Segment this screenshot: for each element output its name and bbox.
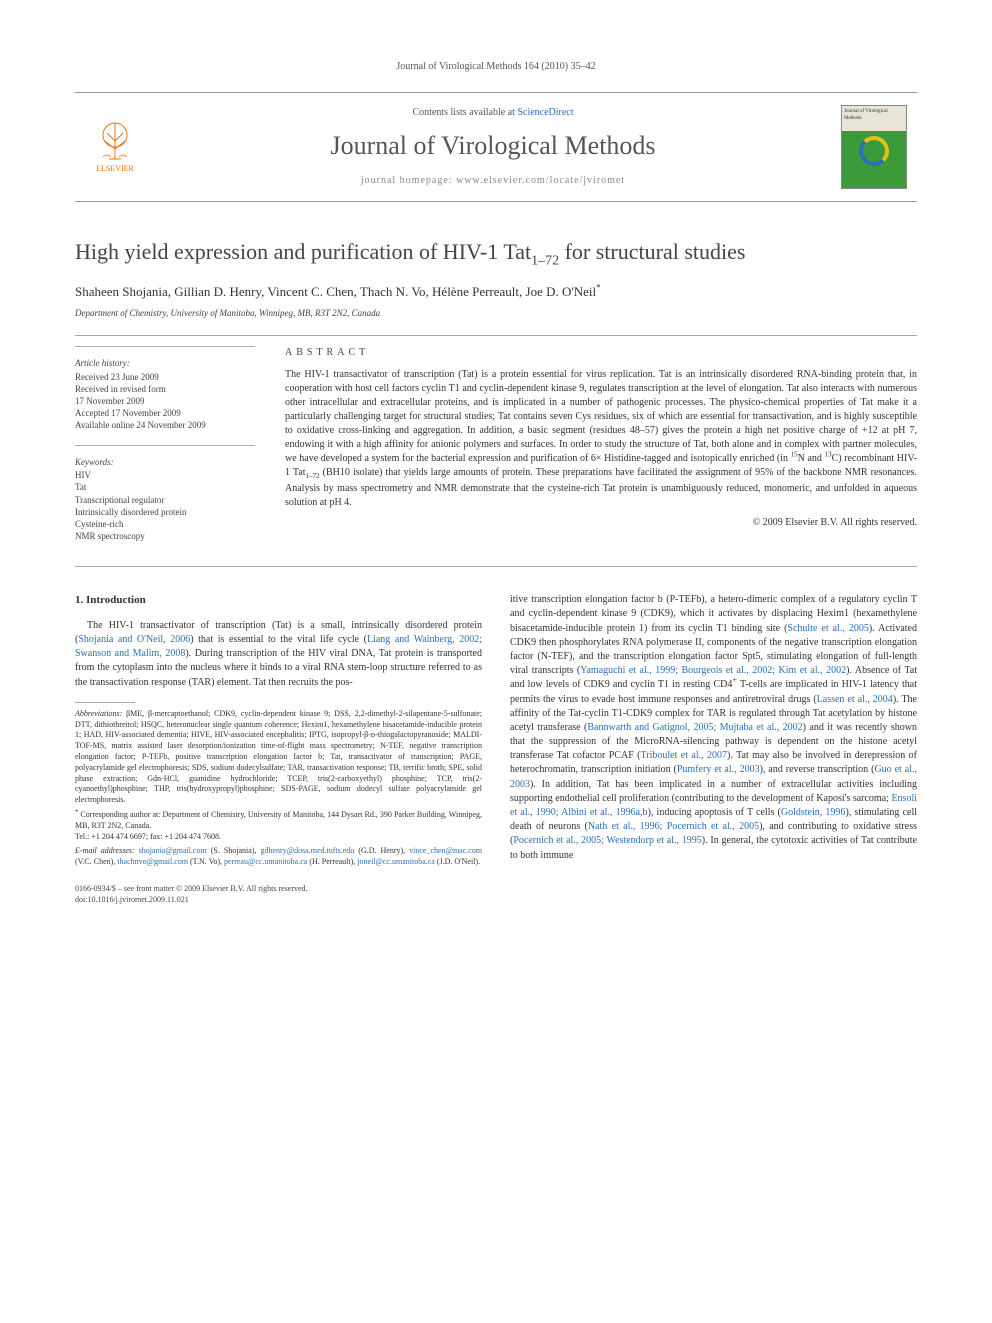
history-line: 17 November 2009 [75, 395, 255, 407]
keyword: Transcriptional regulator [75, 494, 255, 506]
text-span: ). In addition, Tat has been implicated … [510, 779, 917, 804]
citation-link[interactable]: Lassen et al., 2004 [817, 694, 893, 705]
email-who: (S. Shojania), [211, 846, 257, 855]
citation-link[interactable]: Shojania and O'Neil, 2006 [78, 634, 190, 645]
history-line: Received in revised form [75, 383, 255, 395]
tel-label: Tel.: [75, 832, 91, 841]
citation-link[interactable]: Yamaguchi et al., 1999; Bourgeois et al.… [580, 665, 846, 676]
contents-prefix: Contents lists available at [412, 107, 517, 118]
isotope-sup: 15 [791, 451, 798, 459]
abstract-span: (BH10 isolate) that yields large amounts… [285, 467, 917, 508]
title-text-pre: High yield expression and purification o… [75, 239, 531, 264]
tel-number: +1 204 474 6697 [91, 832, 146, 841]
body-paragraph: itive transcription elongation factor b … [510, 593, 917, 863]
citation-link[interactable]: Pocernich et al., 2005; Westendorp et al… [513, 835, 701, 846]
homepage-link[interactable]: www.elsevier.com/locate/jviromet [456, 175, 625, 186]
keyword: HIV [75, 469, 255, 481]
fax-label: ; fax: [146, 832, 165, 841]
citation-link[interactable]: Pumfery et al., 2003 [677, 764, 760, 775]
citation-link[interactable]: Goldstein, 1996 [781, 807, 846, 818]
email-link[interactable]: thachnvo@gmail.com [117, 857, 188, 866]
author-names: Shaheen Shojania, Gillian D. Henry, Vinc… [75, 284, 596, 299]
abbreviations-footnote: Abbreviations: βME, β-mercaptoethanol; C… [75, 709, 482, 806]
fax-number: +1 204 474 7608. [165, 832, 222, 841]
keyword: Tat [75, 481, 255, 493]
keyword: Intrinsically disordered protein [75, 506, 255, 518]
corr-text: Corresponding author at: Department of C… [75, 810, 482, 830]
email-who: (J.D. O'Neil). [437, 857, 480, 866]
title-text-post: for structural studies [559, 239, 745, 264]
email-link[interactable]: joneil@cc.umanitoba.ca [357, 857, 435, 866]
footnote-rule [75, 702, 135, 703]
sciencedirect-link[interactable]: ScienceDirect [517, 107, 573, 118]
rule [75, 346, 255, 347]
elsevier-tree-icon [93, 119, 137, 163]
abbrev-label: Abbreviations: [75, 709, 122, 718]
keywords: Keywords: HIV Tat Transcriptional regula… [75, 456, 255, 542]
corresponding-author-footnote: * Corresponding author at: Department of… [75, 810, 482, 842]
contents-line: Contents lists available at ScienceDirec… [145, 106, 841, 120]
keyword: Cysteine-rich [75, 518, 255, 530]
abstract-span: N and [798, 453, 825, 464]
keyword: NMR spectroscopy [75, 530, 255, 542]
rule [75, 335, 917, 336]
citation-link[interactable]: Schulte et al., 2005 [787, 623, 868, 634]
email-who: (V.C. Chen), [75, 857, 115, 866]
elsevier-logo: ELSEVIER [85, 112, 145, 182]
history-label: Article history: [75, 357, 255, 369]
email-who: (T.N. Vo), [190, 857, 222, 866]
journal-masthead: ELSEVIER Contents lists available at Sci… [75, 92, 917, 202]
abstract-text: The HIV-1 transactivator of transcriptio… [285, 368, 917, 510]
page-footer: 0166-0934/$ – see front matter © 2009 El… [75, 884, 917, 906]
history-line: Accepted 17 November 2009 [75, 407, 255, 419]
left-column: 1. Introduction The HIV-1 transactivator… [75, 593, 482, 868]
abbrev-text: βME, β-mercaptoethanol; CDK9, cyclin-dep… [75, 709, 482, 804]
author-list: Shaheen Shojania, Gillian D. Henry, Vinc… [75, 283, 917, 301]
title-subscript: 1–72 [531, 253, 559, 268]
rule [75, 445, 255, 446]
email-link[interactable]: vince_chen@mac.com [409, 846, 482, 855]
section-heading: 1. Introduction [75, 593, 482, 609]
corresponding-mark: * [596, 282, 601, 292]
email-footnote: E-mail addresses: shojania@gmail.com (S.… [75, 846, 482, 868]
email-link[interactable]: perreau@cc.umanitoba.ca [224, 857, 307, 866]
abstract-heading: ABSTRACT [285, 346, 917, 360]
publisher-name: ELSEVIER [96, 163, 134, 174]
cover-graphic-icon [859, 136, 889, 166]
article-title: High yield expression and purification o… [75, 238, 917, 271]
abstract-copyright: © 2009 Elsevier B.V. All rights reserved… [285, 516, 917, 530]
right-column: itive transcription elongation factor b … [510, 593, 917, 868]
article-history: Article history: Received 23 June 2009 R… [75, 357, 255, 431]
history-line: Received 23 June 2009 [75, 371, 255, 383]
rule [75, 566, 917, 567]
homepage-prefix: journal homepage: [361, 175, 456, 186]
affiliation: Department of Chemistry, University of M… [75, 307, 917, 320]
homepage-line: journal homepage: www.elsevier.com/locat… [145, 174, 841, 188]
abstract-span: The HIV-1 transactivator of transcriptio… [285, 369, 917, 464]
journal-name: Journal of Virological Methods [145, 128, 841, 164]
intro-paragraph: The HIV-1 transactivator of transcriptio… [75, 619, 482, 690]
citation-link[interactable]: Nath et al., 1996; Pocernich et al., 200… [588, 821, 759, 832]
running-head: Journal of Virological Methods 164 (2010… [75, 60, 917, 74]
keywords-label: Keywords: [75, 456, 255, 468]
text-span: ) that is essential to the viral life cy… [190, 634, 367, 645]
email-link[interactable]: gdhenry@dosa.med.tufts.edu [260, 846, 354, 855]
email-link[interactable]: shojania@gmail.com [139, 846, 207, 855]
footer-doi: doi:10.1016/j.jviromet.2009.11.021 [75, 895, 917, 906]
isotope-sup: 13 [825, 451, 832, 459]
footer-copyright: 0166-0934/$ – see front matter © 2009 El… [75, 884, 917, 895]
email-who: (H. Perreault), [309, 857, 355, 866]
text-span: ), inducing apoptosis of T cells ( [648, 807, 781, 818]
cover-title: Journal of Virological Methods [842, 106, 906, 131]
abstract-sub: 1–72 [306, 472, 320, 480]
journal-cover-thumbnail: Journal of Virological Methods [841, 105, 907, 189]
citation-link[interactable]: Bannwarth and Gatignol, 2005; Mujtaba et… [587, 722, 802, 733]
citation-link[interactable]: Triboulet et al., 2007 [641, 750, 728, 761]
email-who: (G.D. Henry), [358, 846, 405, 855]
text-span: ), and reverse transcription ( [760, 764, 875, 775]
emails-label: E-mail addresses: [75, 846, 135, 855]
history-line: Available online 24 November 2009 [75, 419, 255, 431]
